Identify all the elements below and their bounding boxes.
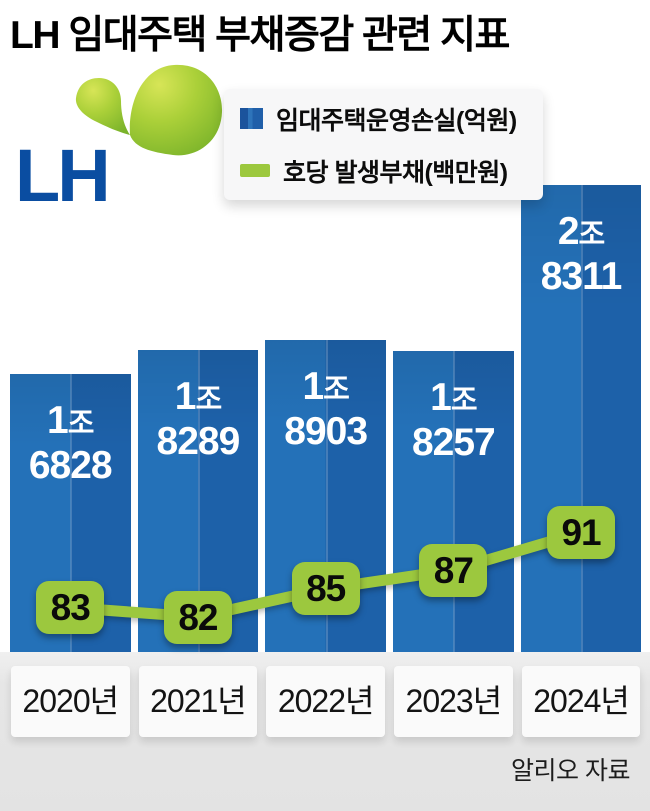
x-axis-label-2023: 2023년 (394, 666, 513, 737)
x-axis-label-2020: 2020년 (11, 666, 130, 737)
bar-value-label: 1조 8903 (284, 365, 368, 453)
line-point-label-2020: 83 (36, 581, 105, 635)
bar-value-label: 1조 8289 (156, 375, 241, 463)
lh-seeds-icon (75, 64, 223, 156)
source-credit: 알리오 자료 (511, 757, 630, 785)
legend-label: 임대주택운영손실(억원) (276, 106, 517, 135)
legend-label: 호당 발생부채(백만원) (283, 158, 508, 187)
lh-logo-icon: LH (15, 64, 223, 217)
lh-logo: LH (10, 55, 240, 217)
legend-item-operating-loss: 임대주택운영손실(억원) (240, 101, 543, 137)
page-title: LH 임대주택 부채증감 관련 지표 (10, 14, 510, 57)
x-axis-label-2022: 2022년 (266, 666, 385, 737)
x-axis-label-2021: 2021년 (138, 666, 258, 737)
line-point-label-2024: 91 (547, 505, 616, 559)
bar-value-label: 1조 6828 (28, 399, 113, 487)
line-point-label-2021: 82 (163, 590, 232, 644)
bar-value-label: 1조 8257 (411, 376, 496, 464)
legend-item-debt-per-unit: 호당 발생부채(백만원) (240, 153, 543, 189)
bar-2023: 1조 8257 (393, 351, 514, 652)
x-axis-label-2024: 2024년 (521, 666, 641, 737)
lh-wordmark: LH (15, 134, 108, 205)
bar-2024: 2조 8311 (520, 185, 642, 652)
chart-legend: 임대주택운영손실(억원) 호당 발생부채(백만원) (224, 89, 543, 200)
line-series-swatch-icon (240, 164, 270, 177)
line-point-label-2022: 85 (291, 562, 360, 616)
bar-series-swatch-icon (240, 108, 263, 129)
bar-2020: 1조 6828 (10, 374, 131, 652)
bar-value-label: 2조 8311 (540, 210, 623, 298)
line-point-label-2023: 87 (419, 543, 488, 597)
